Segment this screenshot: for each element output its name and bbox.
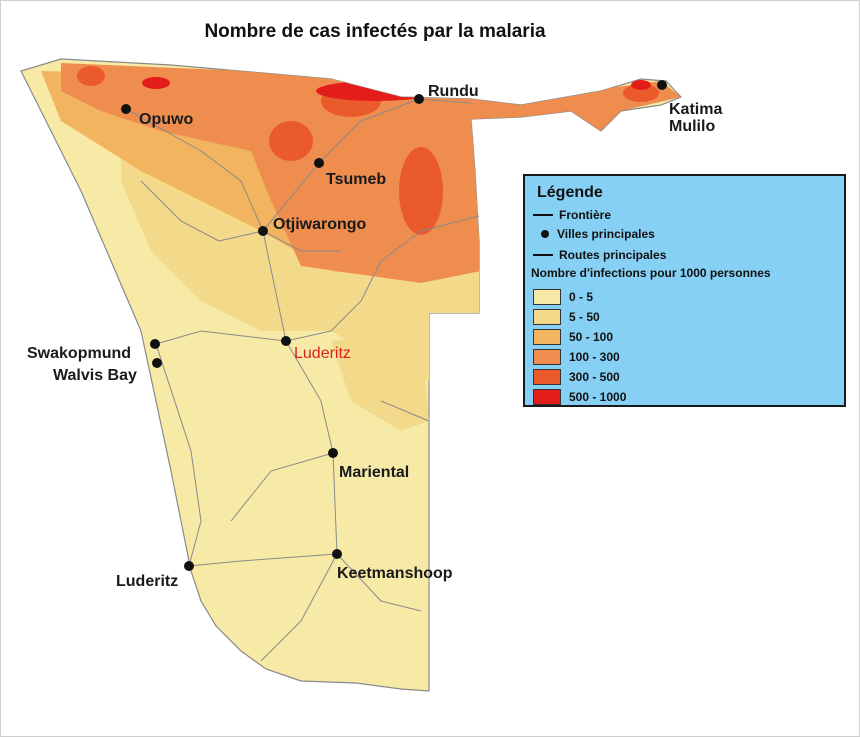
legend-cities-row: Villes principales bbox=[533, 227, 655, 241]
city-label-luderitz: Luderitz bbox=[116, 573, 178, 590]
road-line-icon bbox=[533, 254, 553, 256]
city-marker bbox=[150, 339, 160, 349]
legend-roads-label: Routes principales bbox=[559, 248, 667, 262]
city-marker bbox=[314, 158, 324, 168]
roads bbox=[125, 98, 480, 662]
city-marker bbox=[121, 104, 131, 114]
city-marker bbox=[332, 549, 342, 559]
legend-swatch bbox=[533, 329, 561, 345]
legend-class-label: 300 - 500 bbox=[569, 370, 620, 384]
legend-swatch bbox=[533, 389, 561, 405]
legend-title: Légende bbox=[537, 184, 603, 201]
legend-swatch bbox=[533, 349, 561, 365]
city-label-walvis-bay: Walvis Bay bbox=[53, 367, 137, 384]
city-marker bbox=[657, 80, 667, 90]
legend-class-row: 50 - 100 bbox=[533, 329, 613, 345]
city-marker bbox=[258, 226, 268, 236]
city-label-opuwo: Opuwo bbox=[139, 111, 193, 128]
city-dot-icon bbox=[541, 230, 549, 238]
city-label-keetmanshoop: Keetmanshoop bbox=[337, 565, 453, 582]
legend-class-row: 500 - 1000 bbox=[533, 389, 626, 405]
city-marker bbox=[414, 94, 424, 104]
city-labels: Rundu Opuwo Katima Mulilo Tsumeb Otjiwar… bbox=[27, 83, 722, 590]
legend-roads-row: Routes principales bbox=[533, 248, 666, 262]
city-label-tsumeb: Tsumeb bbox=[326, 171, 386, 188]
city-markers bbox=[121, 80, 667, 571]
legend-class-label: 5 - 50 bbox=[569, 310, 600, 324]
city-label-swakopmund: Swakopmund bbox=[27, 345, 131, 362]
border-line-icon bbox=[533, 214, 553, 216]
city-marker bbox=[184, 561, 194, 571]
legend-class-row: 300 - 500 bbox=[533, 369, 620, 385]
legend-border-label: Frontière bbox=[559, 208, 612, 222]
city-label-luderitz-central: Luderitz bbox=[294, 345, 351, 362]
legend-class-label: 100 - 300 bbox=[569, 350, 620, 364]
city-label-katima: Katima bbox=[669, 101, 722, 118]
legend-class-label: 50 - 100 bbox=[569, 330, 614, 344]
legend-class-label: 0 - 5 bbox=[569, 290, 594, 304]
legend-swatch bbox=[533, 289, 561, 305]
city-marker bbox=[152, 358, 162, 368]
infection-zones bbox=[41, 63, 681, 431]
legend-scale-heading: Nombre d'infections pour 1000 personnes bbox=[531, 266, 771, 280]
city-label-mulilo: Mulilo bbox=[669, 118, 715, 135]
city-marker bbox=[281, 336, 291, 346]
legend-box: Légende Frontière Villes principales Rou… bbox=[523, 174, 846, 407]
legend-cities-label: Villes principales bbox=[557, 227, 655, 241]
city-marker bbox=[328, 448, 338, 458]
city-label-rundu: Rundu bbox=[428, 83, 479, 100]
legend-class-label: 500 - 1000 bbox=[569, 390, 627, 404]
legend-class-row: 100 - 300 bbox=[533, 349, 620, 365]
map-title: Nombre de cas infectés par la malaria bbox=[204, 21, 546, 42]
city-label-mariental: Mariental bbox=[339, 464, 409, 481]
legend-border-row: Frontière bbox=[533, 208, 611, 222]
legend-swatch bbox=[533, 309, 561, 325]
legend-class-row: 0 - 5 bbox=[533, 289, 593, 305]
legend-swatch bbox=[533, 369, 561, 385]
city-label-otjiwarongo: Otjiwarongo bbox=[273, 216, 367, 233]
legend-class-row: 5 - 50 bbox=[533, 309, 600, 325]
